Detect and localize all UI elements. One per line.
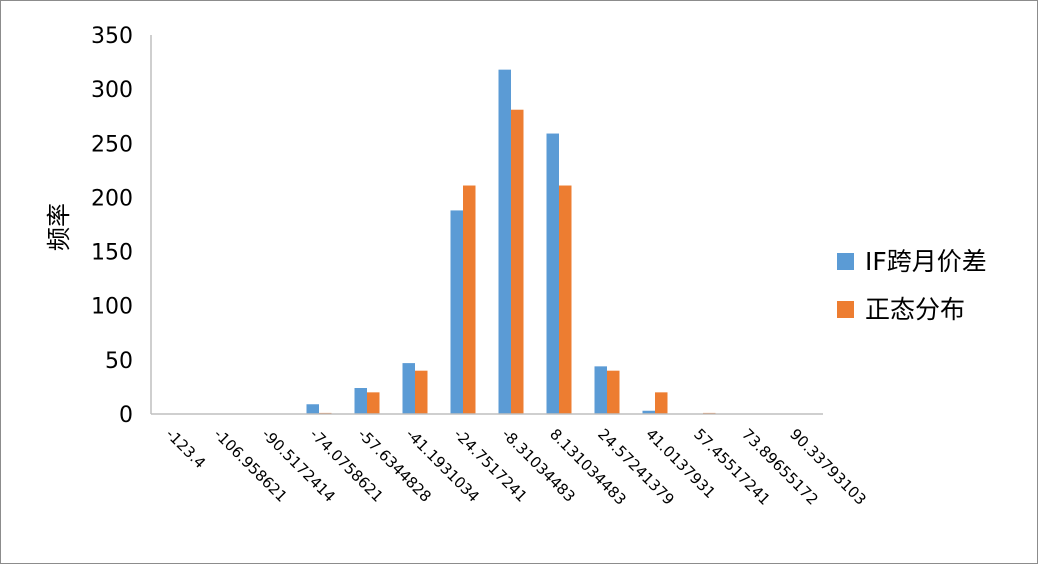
x-tick-label: -123.4 (162, 425, 209, 472)
y-tick-label: 250 (91, 132, 133, 157)
legend-label: 正态分布 (865, 295, 965, 324)
x-axis-ticks: -123.4 -106.958621-90.5172414-74.0758621-… (162, 425, 870, 509)
bar-normal-dist (463, 185, 476, 414)
bar-if-spread (642, 410, 655, 414)
bar-if-spread (354, 388, 367, 414)
legend-label: IF跨月价差 (865, 247, 987, 276)
bar-normal-dist (415, 370, 428, 414)
legend-swatch (837, 301, 854, 318)
y-tick-label: 50 (105, 349, 133, 374)
bar-if-spread (402, 363, 415, 414)
y-tick-label: 350 (91, 24, 133, 49)
bar-if-spread (306, 404, 319, 414)
y-tick-label: 200 (91, 186, 133, 211)
bar-if-spread (594, 366, 607, 414)
bar-if-spread (450, 210, 463, 414)
bar-normal-dist (559, 185, 572, 414)
bar-normal-dist (367, 392, 380, 414)
bar-normal-dist (607, 370, 620, 414)
y-axis-ticks: 0 50 100 150 200 250 300 350 (91, 24, 133, 428)
y-axis-label: 频率 (45, 203, 73, 251)
bar-if-spread (498, 69, 511, 414)
y-tick-label: 150 (91, 241, 133, 266)
bar-normal-dist (511, 109, 524, 415)
bars (306, 69, 716, 415)
legend-swatch (837, 253, 854, 270)
y-tick-label: 100 (91, 295, 133, 320)
bar-normal-dist (655, 392, 668, 414)
y-tick-label: 0 (119, 403, 133, 428)
bar-if-spread (546, 133, 559, 415)
y-tick-label: 300 (91, 78, 133, 103)
